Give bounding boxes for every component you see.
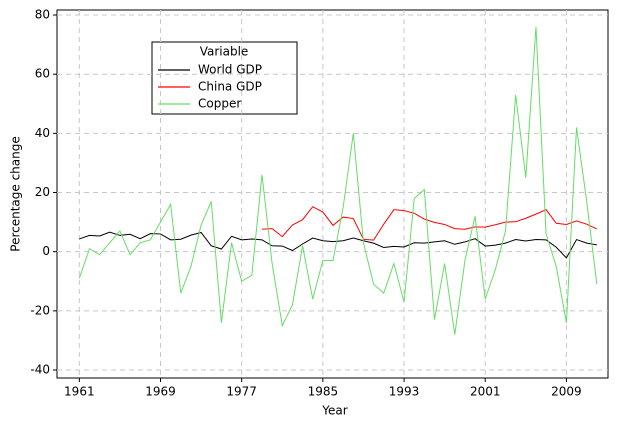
y-axis-label: Percentage change [9, 136, 23, 251]
y-tick-label: -20 [30, 303, 50, 317]
series-line [78, 26, 598, 335]
x-tick-label: 1977 [226, 385, 257, 399]
legend-title: Variable [200, 45, 249, 59]
legend-label: China GDP [198, 80, 262, 94]
legend-label: World GDP [198, 63, 262, 77]
y-tick-label: 80 [35, 8, 50, 22]
legend-label: Copper [198, 97, 241, 111]
x-tick-label: 2001 [470, 385, 501, 399]
x-axis-label: Year [321, 404, 347, 418]
x-tick-label: 1993 [389, 385, 420, 399]
y-tick-label: 40 [35, 126, 50, 140]
legend-box [151, 41, 298, 115]
x-tick-label: 1969 [145, 385, 176, 399]
series-line [261, 206, 598, 241]
x-tick-label: 1961 [64, 385, 95, 399]
x-tick-label: 2009 [551, 385, 582, 399]
y-tick-label: 20 [35, 185, 50, 199]
y-tick-label: 0 [42, 244, 50, 258]
x-tick-label: 1985 [308, 385, 339, 399]
plot-frame [56, 9, 609, 379]
y-tick-label: -40 [30, 363, 50, 377]
y-tick-label: 60 [35, 67, 50, 81]
series-line [79, 231, 597, 259]
